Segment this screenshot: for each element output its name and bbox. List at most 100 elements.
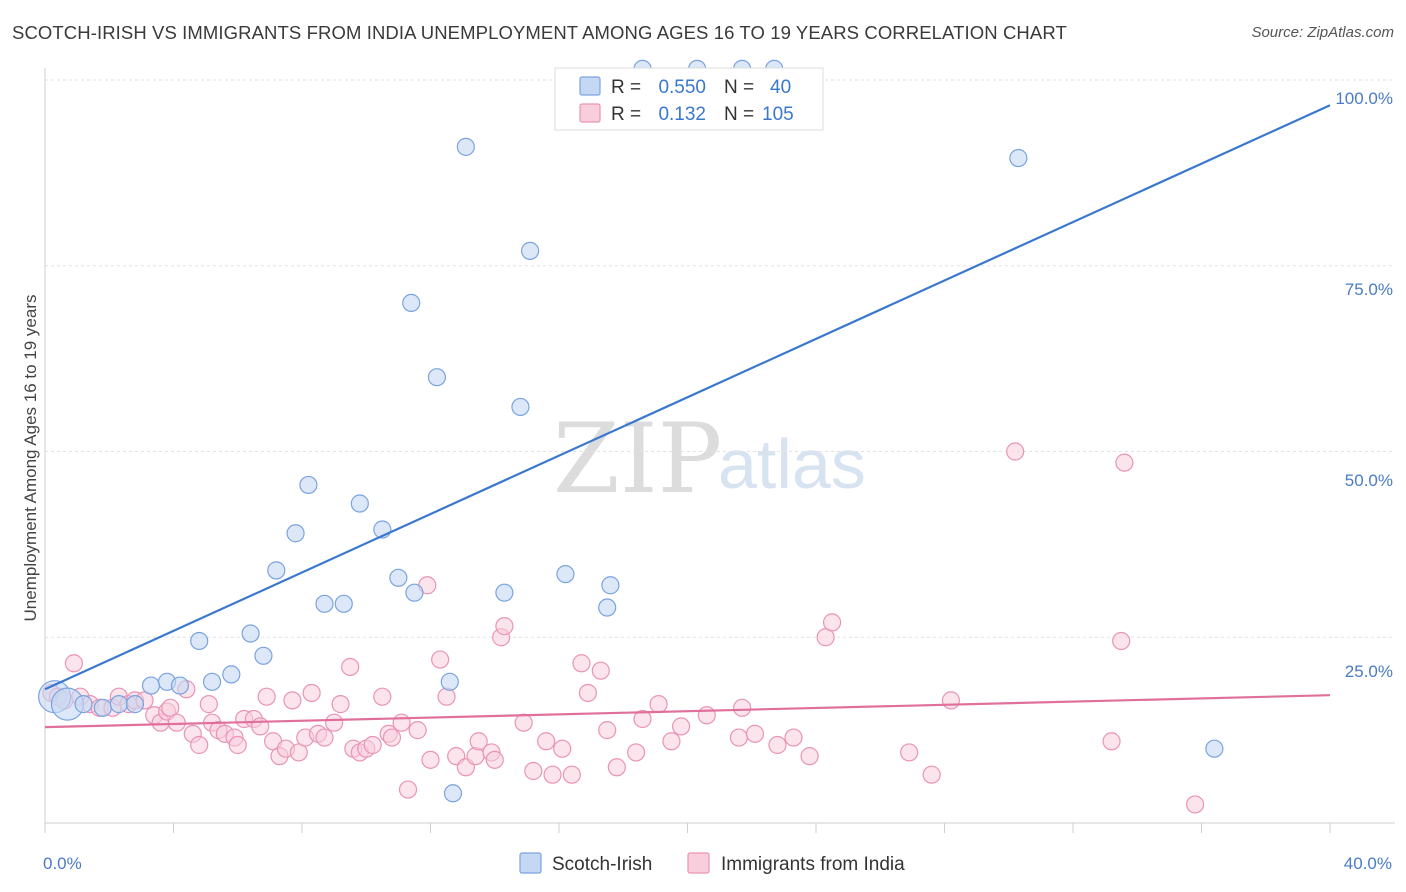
india-point-36 (302, 683, 321, 703)
scotch-irish-point-39 (1205, 739, 1224, 758)
scotch-irish-point-31 (556, 564, 575, 584)
bottom-legend-swatch-scotch-irish (519, 852, 542, 874)
india-point-20 (199, 695, 218, 714)
india-point-68 (553, 739, 572, 758)
scotch-irish-point-10 (202, 672, 222, 691)
watermark-zip: ZIP (553, 403, 722, 515)
trend-line-scotch-irish (44, 104, 1331, 691)
india-point-45 (363, 735, 382, 755)
series-scotch-irish (38, 59, 1224, 803)
india-point-94 (1112, 631, 1131, 651)
scotch-irish-point-2 (74, 695, 93, 714)
india-point-54 (431, 650, 450, 669)
scotch-irish-point-21 (389, 568, 408, 587)
y-tick-label-50: 50.0% (1345, 471, 1393, 490)
scotch-irish-point-29 (511, 397, 530, 417)
series-legend: Scotch-Irish Immigrants from India (519, 852, 905, 875)
india-point-88 (822, 613, 842, 632)
india-point-65 (524, 761, 543, 781)
india-point-33 (283, 691, 302, 710)
scotch-irish-point-27 (456, 137, 475, 156)
scotch-irish-point-23 (405, 583, 424, 602)
india-point-82 (733, 698, 752, 717)
india-point-84 (768, 735, 787, 755)
legend-r-value-scotch-irish: 0.550 (658, 77, 706, 98)
legend-swatch-india (579, 103, 601, 123)
legend-n-label-india: N = (724, 104, 754, 125)
x-tick-label-max: 40.0% (1344, 854, 1392, 873)
india-point-83 (745, 724, 765, 743)
trend-line-india (44, 694, 1331, 729)
india-point-89 (900, 743, 919, 762)
india-point-85 (784, 728, 803, 747)
scotch-irish-point-8 (170, 676, 190, 695)
watermark-atlas: atlas (718, 425, 866, 503)
gridlines (45, 79, 1395, 638)
india-point-25 (228, 735, 247, 755)
india-point-59 (469, 732, 488, 751)
india-point-49 (392, 713, 411, 732)
india-point-74 (607, 758, 626, 777)
scotch-irish-point-26 (443, 784, 463, 803)
scotch-irish-point-17 (315, 594, 334, 613)
india-point-63 (495, 617, 514, 636)
legend-n-label-scotch-irish: N = (724, 77, 754, 98)
legend-r-label-scotch-irish: R = (611, 77, 641, 98)
india-point-90 (922, 765, 941, 784)
scotch-irish-point-6 (141, 676, 161, 695)
scotch-irish-point-25 (440, 672, 459, 691)
india-point-58 (466, 747, 485, 766)
scotch-irish-point-18 (334, 594, 353, 613)
legend-n-value-scotch-irish: 40 (770, 77, 791, 98)
india-point-78 (662, 732, 681, 751)
x-tick-label-min: 0.0% (43, 854, 82, 873)
y-axis-label: Unemployment Among Ages 16 to 19 years (21, 295, 40, 622)
india-point-75 (626, 743, 646, 762)
india-point-28 (251, 717, 270, 736)
bottom-legend-swatch-india (687, 852, 710, 874)
y-tick-label-75: 75.0% (1345, 280, 1393, 299)
scotch-irish-point-33 (601, 576, 620, 595)
india-point-39 (325, 713, 344, 732)
scotch-irish-point-11 (222, 665, 241, 684)
india-point-3 (64, 654, 84, 673)
y-tick-label-100: 100.0% (1335, 89, 1393, 108)
india-point-71 (578, 683, 598, 703)
trend-lines (44, 104, 1331, 729)
scotch-irish-point-32 (598, 598, 617, 617)
india-point-41 (341, 657, 360, 677)
india-point-95 (1115, 453, 1134, 472)
legend-r-value-india: 0.132 (658, 104, 706, 125)
scotch-irish-point-4 (109, 695, 128, 714)
india-point-76 (633, 709, 652, 729)
legend-n-value-india: 105 (762, 104, 794, 125)
y-tick-label-25: 25.0% (1345, 662, 1393, 681)
scotch-irish-point-22 (402, 293, 421, 312)
scotch-irish-point-24 (427, 368, 447, 387)
india-point-46 (373, 687, 392, 706)
scotch-irish-point-9 (190, 631, 209, 651)
india-point-70 (572, 654, 591, 673)
india-point-81 (729, 728, 749, 747)
stats-legend: R = 0.550 N = 40 R = 0.132 N = 105 (554, 67, 824, 131)
india-point-92 (1006, 442, 1025, 461)
india-point-93 (1102, 732, 1121, 751)
scotch-irish-point-16 (299, 475, 318, 495)
scotch-irish-point-5 (125, 695, 145, 714)
india-point-55 (437, 687, 456, 706)
india-point-38 (315, 728, 334, 747)
india-point-64 (514, 713, 533, 732)
source-label: Source: ZipAtlas.com (1251, 24, 1394, 41)
legend-r-label-india: R = (611, 104, 641, 125)
scotch-irish-point-28 (495, 583, 514, 602)
india-point-72 (591, 661, 610, 680)
india-point-61 (485, 750, 504, 769)
legend-swatch-scotch-irish (579, 76, 601, 96)
scotch-irish-point-3 (93, 698, 112, 717)
india-point-53 (421, 750, 440, 769)
india-point-80 (697, 706, 716, 725)
india-point-50 (398, 780, 418, 799)
india-point-79 (671, 717, 691, 736)
scotch-irish-point-14 (267, 561, 286, 580)
